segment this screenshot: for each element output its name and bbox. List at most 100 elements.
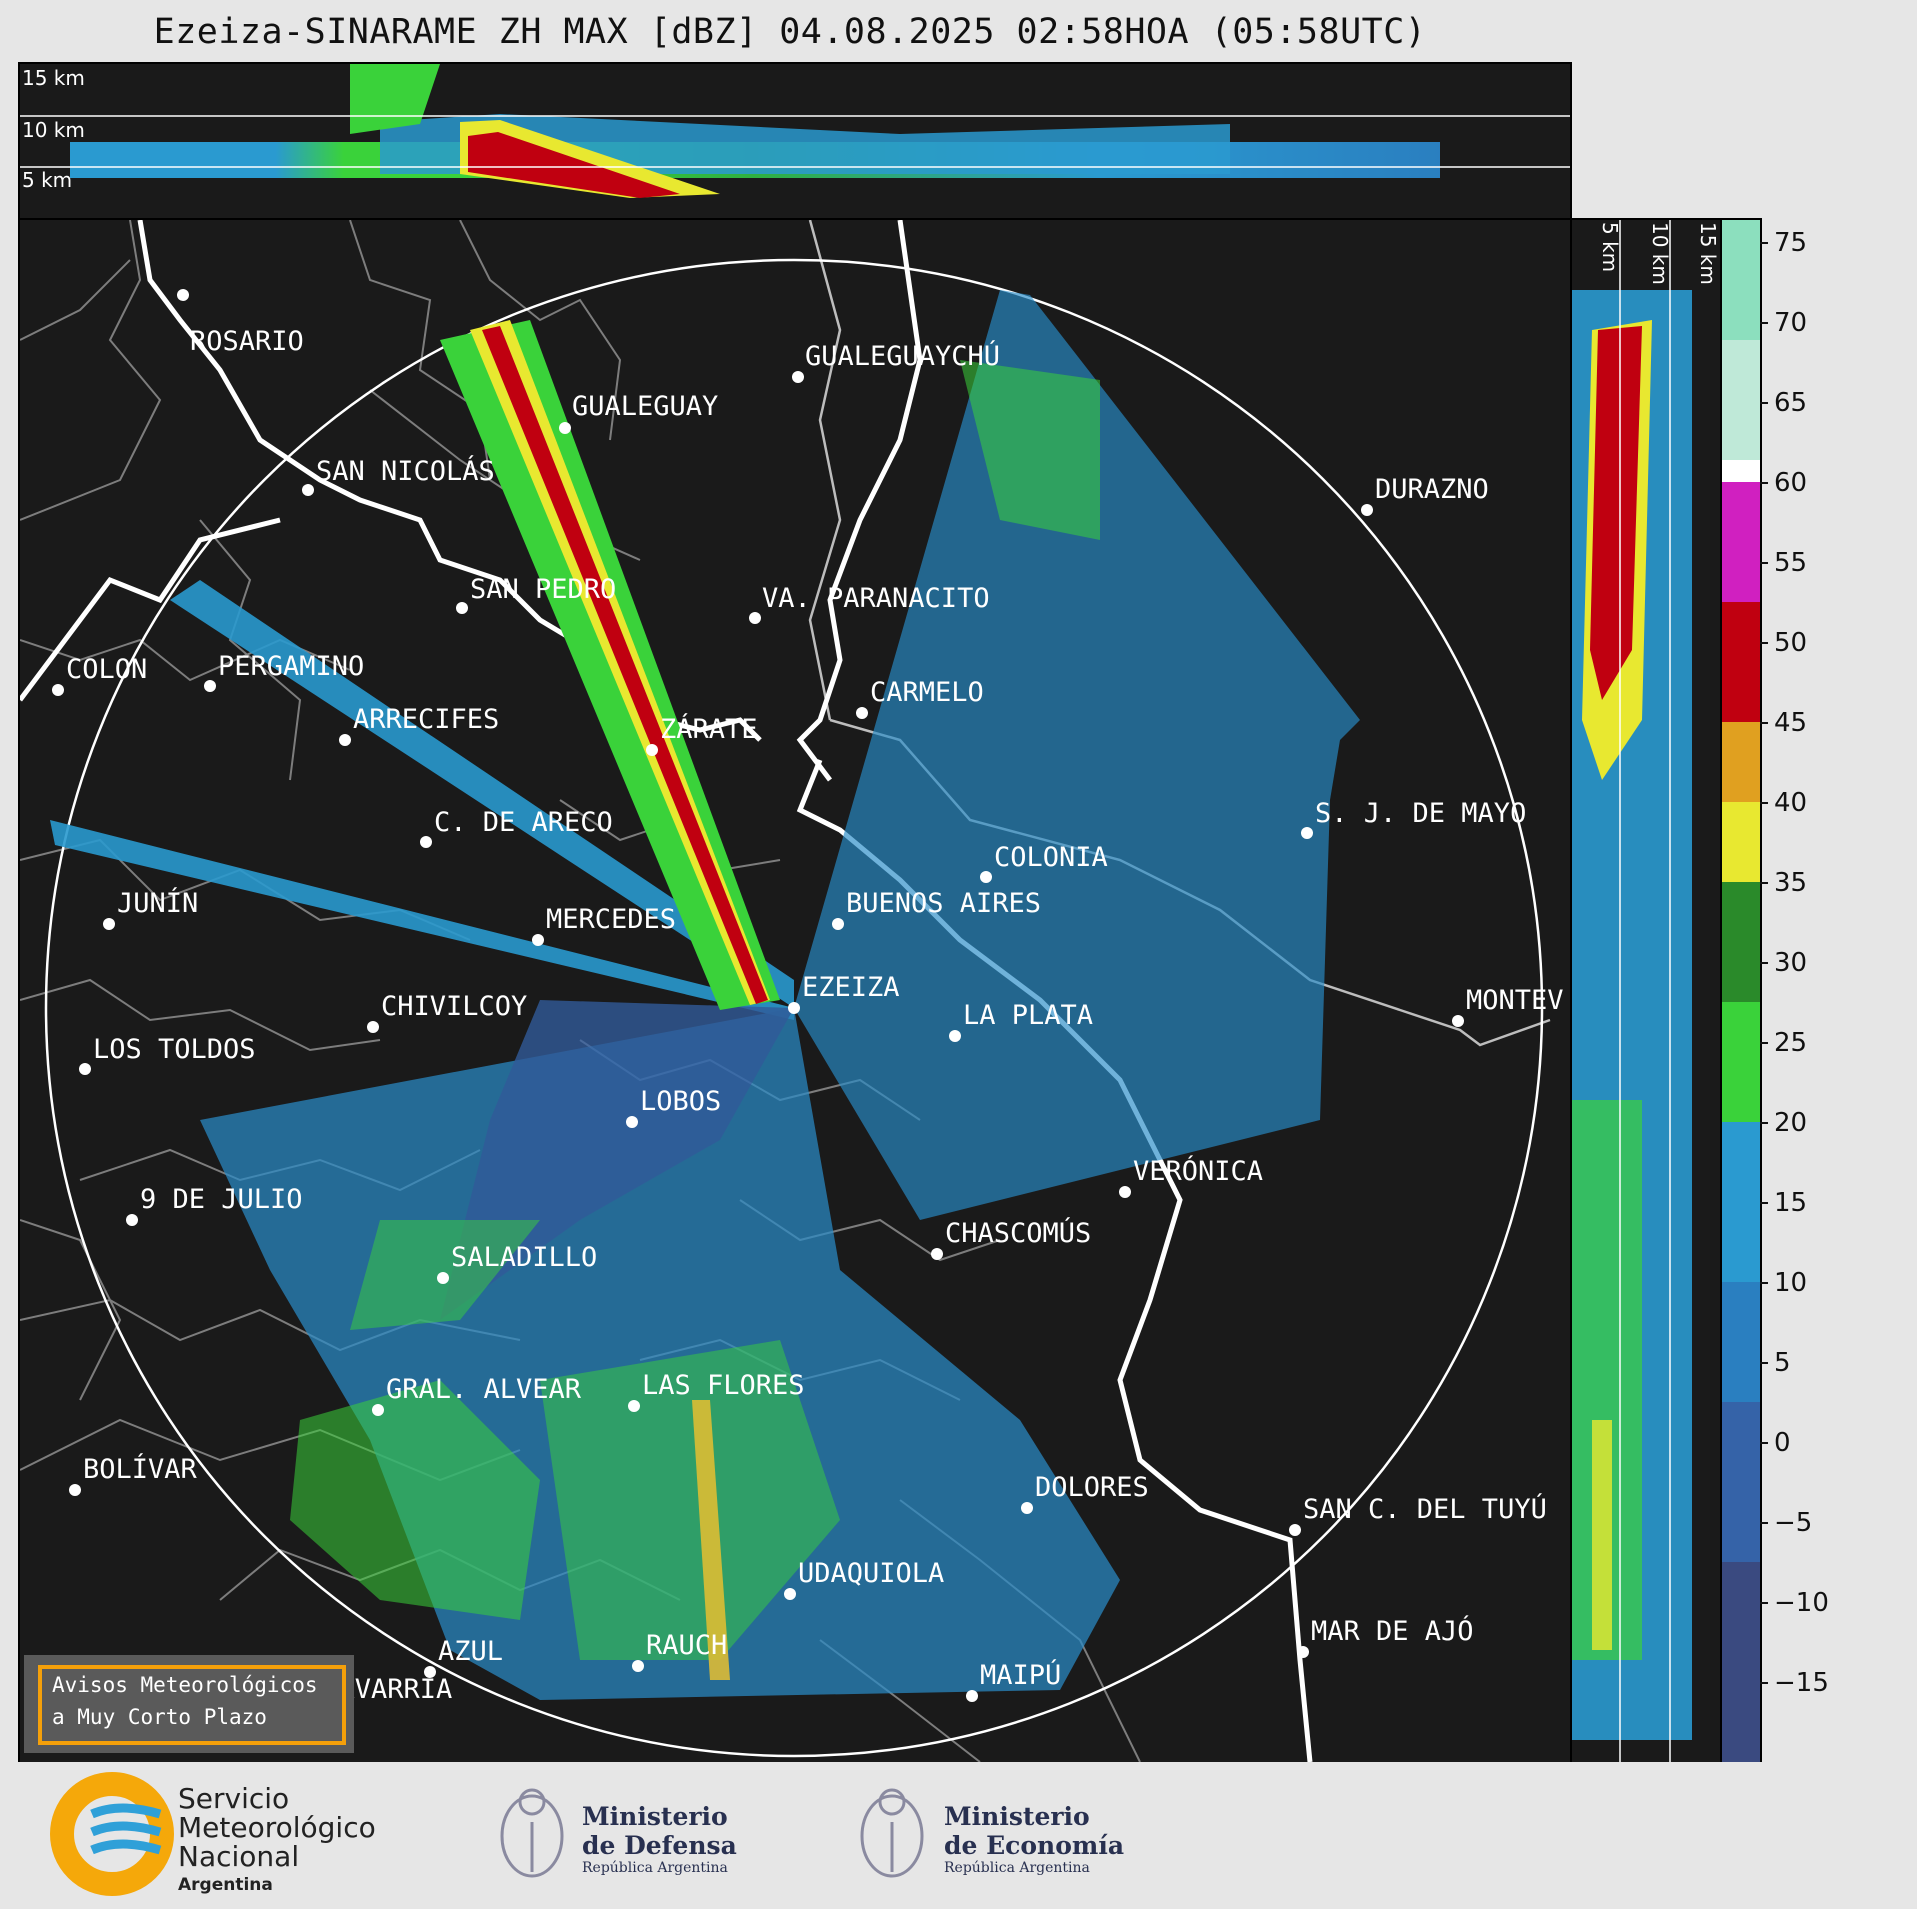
colorbar-tick: 20 [1760,1108,1807,1138]
colorbar-tick: 25 [1760,1028,1807,1058]
colorbar-scale [1722,220,1760,1762]
defensa-shield-icon [500,1788,564,1878]
city-maipu: MAIPÚ [980,1659,1061,1691]
city-va-paranacito: VA. PARANACITO [762,583,990,614]
city-san-c-del-tuyu: SAN C. DEL TUYÚ [1303,1493,1547,1525]
economia-logo-text: Ministerio de Economía República Argenti… [944,1802,1124,1876]
defensa-logo-text: Ministerio de Defensa República Argentin… [582,1802,737,1876]
city-chivilcoy: CHIVILCOY [381,991,527,1022]
city-las-flores: LAS FLORES [642,1370,805,1401]
side-cross-section-plot [1572,220,1692,1762]
avisos-line-2: a Muy Corto Plazo [52,1705,267,1729]
smn-line-3: Nacional [178,1840,300,1873]
city-c-de-areco: C. DE ARECO [434,807,613,838]
city-veronica: VERÓNICA [1133,1155,1263,1187]
label-15km: 15 km [22,66,85,90]
colorbar-tick: 65 [1760,388,1807,418]
city-junin: JUNÍN [117,887,198,919]
smn-line-2: Meteorológico [178,1811,376,1844]
city-los-toldos: LOS TOLDOS [93,1034,256,1065]
economia-line-1: Ministerio [944,1802,1090,1831]
side-echo-red [1590,326,1642,700]
footer: Servicio Meteorológico Nacional Argentin… [0,1762,1917,1909]
colorbar-tick: 70 [1760,308,1807,338]
city-chascomus: CHASCOMÚS [945,1217,1091,1249]
city-zarate: ZÁRATE [660,713,758,745]
top-echo-core-red [468,132,680,198]
city-lobos: LOBOS [640,1086,721,1117]
side-label-10km: 10 km [1648,222,1672,285]
colorbar-tick: 75 [1760,228,1807,258]
colorbar-tick: 10 [1760,1268,1807,1298]
city-la-plata: LA PLATA [963,1000,1093,1031]
colorbar-tick: 60 [1760,468,1807,498]
top-cross-section-plot [20,64,1570,198]
city-udaquiola: UDAQUIOLA [798,1558,944,1589]
economia-shield-icon [860,1788,924,1878]
city-labels: ROSARIO GUALEGUAYCHÚ GUALEGUAY SAN NICOL… [66,326,1564,1705]
avisos-frame[interactable]: Avisos Meteorológicos a Muy Corto Plazo [38,1665,346,1745]
radar-map: ROSARIO GUALEGUAYCHÚ GUALEGUAY SAN NICOL… [20,220,1564,1762]
city-gualeguaychu: GUALEGUAYCHÚ [805,340,1000,372]
city-colon: COLON [66,654,147,685]
colorbar [1720,218,1762,1764]
avisos-box[interactable]: Avisos Meteorológicos a Muy Corto Plazo [24,1655,354,1753]
side-label-5km: 5 km [1598,222,1622,273]
city-pergamino: PERGAMINO [218,651,364,682]
colorbar-tick: 15 [1760,1188,1807,1218]
city-saladillo: SALADILLO [451,1242,597,1273]
economia-line-3: República Argentina [944,1860,1090,1876]
city-mercedes: MERCEDES [546,904,676,935]
city-sj-de-mayo: S. J. DE MAYO [1315,798,1526,829]
city-mar-de-ajo: MAR DE AJÓ [1311,1615,1474,1647]
city-montev: MONTEV [1466,985,1564,1016]
colorbar-tick: 40 [1760,788,1807,818]
colorbar-tick: −15 [1760,1668,1829,1698]
colorbar-tick: 45 [1760,708,1807,738]
city-arrecifes: ARRECIFES [353,704,499,735]
smn-logo-icon [50,1772,174,1896]
defensa-line-2: de Defensa [582,1831,737,1860]
city-dolores: DOLORES [1035,1472,1149,1503]
city-colonia: COLONIA [994,842,1108,873]
colorbar-tick: 30 [1760,948,1807,978]
colorbar-tick: −5 [1760,1508,1812,1538]
city-rosario: ROSARIO [190,326,304,357]
city-san-pedro: SAN PEDRO [470,574,616,605]
city-san-nicolas: SAN NICOLÁS [316,455,495,487]
city-carmelo: CARMELO [870,677,984,708]
city-9-de-julio: 9 DE JULIO [140,1184,303,1215]
city-durazno: DURAZNO [1375,474,1489,505]
economia-line-2: de Economía [944,1831,1125,1860]
radar-map-panel[interactable]: ROSARIO GUALEGUAYCHÚ GUALEGUAY SAN NICOL… [18,218,1572,1764]
city-bolivar: BOLÍVAR [83,1453,198,1485]
colorbar-tick: −10 [1760,1588,1829,1618]
echo-blue [50,290,1360,1700]
colorbar-tick: 35 [1760,868,1807,898]
city-gral-alvear: GRAL. ALVEAR [386,1374,582,1405]
city-buenos-aires: BUENOS AIRES [846,888,1041,919]
colorbar-tick: 0 [1760,1428,1791,1458]
label-10km: 10 km [22,118,85,142]
city-gualeguay: GUALEGUAY [572,391,718,422]
side-label-15km: 15 km [1696,222,1720,285]
city-markers [52,289,1464,1716]
top-cross-section-panel: 15 km 10 km 5 km [18,62,1572,220]
echo-band-south [692,1400,730,1680]
colorbar-tick: 50 [1760,628,1807,658]
avisos-line-1: Avisos Meteorológicos [52,1673,318,1697]
smn-line-1: Servicio [178,1782,290,1815]
city-azul: AZUL [438,1636,503,1667]
echo-core-red [482,326,768,1004]
smn-logo-text: Servicio Meteorológico Nacional Argentin… [178,1784,376,1900]
side-echo-south [1592,1420,1612,1650]
colorbar-tick: 5 [1760,1348,1791,1378]
range-ring-240km [44,258,1544,1758]
chart-title: Ezeiza-SINARAME ZH MAX [dBZ] 04.08.2025 … [153,12,1427,52]
smn-line-4: Argentina [178,1875,273,1895]
city-ezeiza: EZEIZA [802,972,900,1003]
label-5km: 5 km [22,168,73,192]
side-cross-section-panel: 5 km 10 km 15 km [1570,218,1724,1764]
defensa-line-1: Ministerio [582,1802,728,1831]
colorbar-tick: 55 [1760,548,1807,578]
